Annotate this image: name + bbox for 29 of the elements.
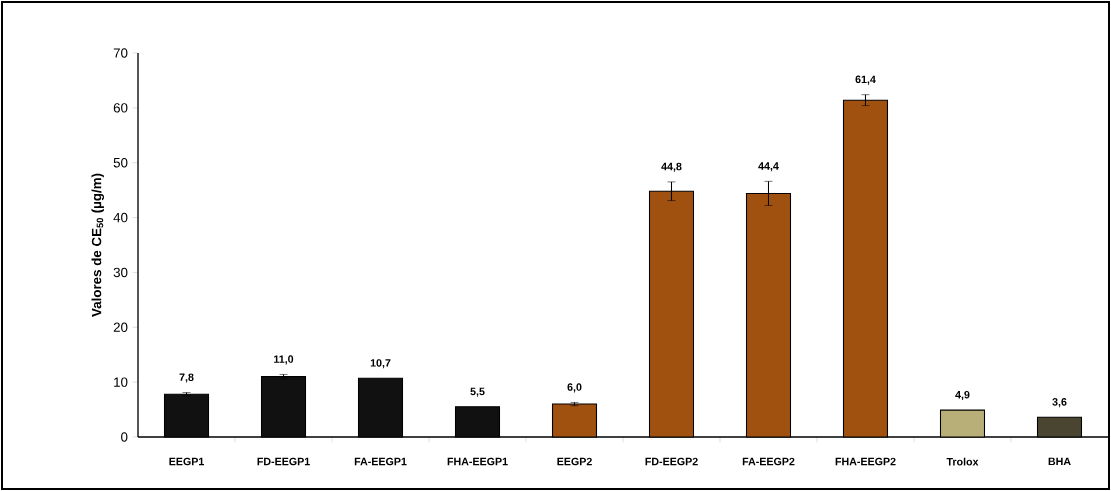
- x-tick-label: BHA: [1048, 457, 1071, 466]
- x-tick-label: FA-EEGP2: [742, 457, 795, 466]
- data-label: 5,5: [470, 387, 485, 397]
- y-axis-title: Valores de CE$_{50}$ (µg/m): [91, 173, 104, 317]
- x-tick-label: FHA-EEGP1: [447, 457, 508, 466]
- x-tick-label: EEGP1: [169, 457, 204, 466]
- x-tick-label: FA-EEGP1: [354, 457, 407, 466]
- data-label: 3,6: [1052, 398, 1067, 408]
- y-tick-label: 20: [113, 322, 128, 332]
- x-tick-label: FD-EEGP1: [257, 457, 310, 466]
- y-tick-label: 0: [121, 432, 128, 442]
- x-tick-label: FHA-EEGP2: [835, 457, 896, 466]
- data-label: 7,8: [179, 373, 194, 383]
- y-tick-label: 10: [114, 377, 128, 387]
- data-label: 6,0: [567, 383, 582, 393]
- y-tick-label: 40: [113, 212, 128, 223]
- x-tick-label: Trolox: [946, 457, 979, 466]
- y-tick-label: 60: [113, 103, 128, 113]
- y-tick-label: 30: [113, 267, 128, 278]
- x-tick-label: FD-EEGP2: [645, 457, 698, 466]
- x-tick-label: EEGP2: [557, 457, 592, 466]
- y-tick-label: 50: [113, 157, 128, 168]
- data-label: 44,4: [758, 162, 779, 172]
- data-label: 10,7: [370, 359, 391, 369]
- data-label: 4,9: [955, 390, 970, 401]
- data-label: 11,0: [274, 355, 294, 365]
- data-label: 61,4: [855, 75, 876, 85]
- y-tick-label: 70: [113, 48, 128, 58]
- data-label: 44,8: [661, 162, 682, 172]
